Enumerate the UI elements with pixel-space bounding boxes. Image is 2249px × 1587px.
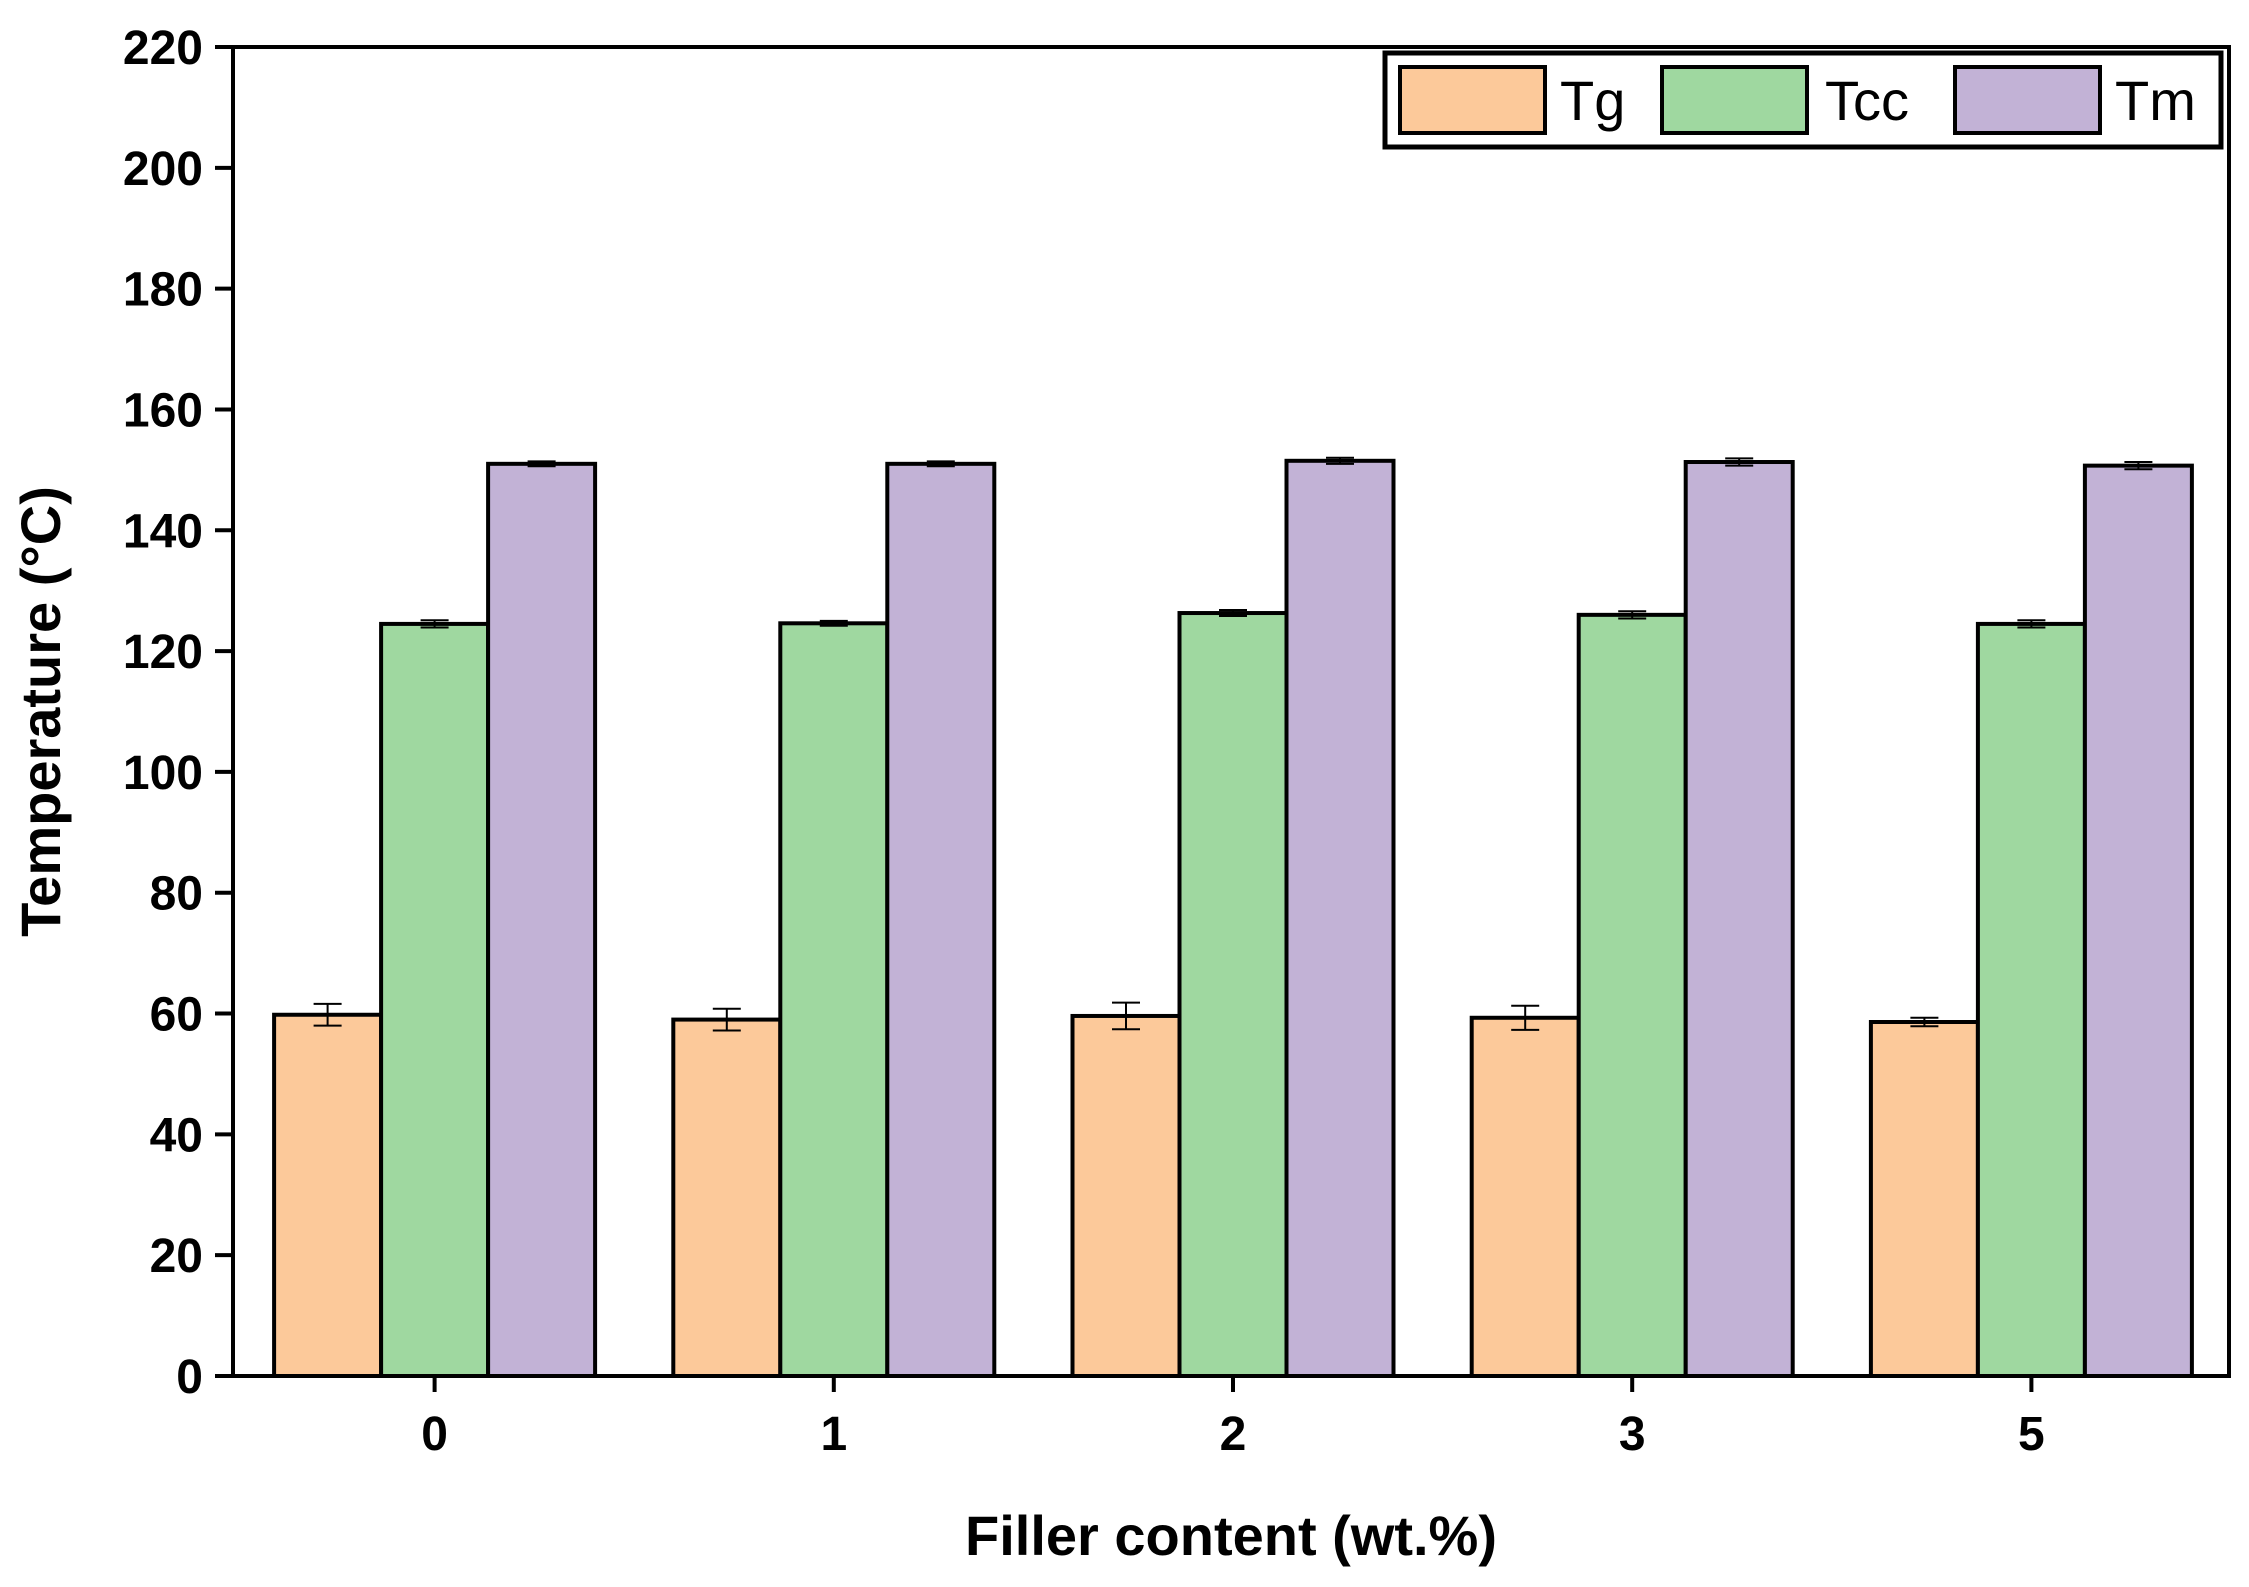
x-axis: 0 1 2 3 5 (421, 1376, 2045, 1461)
bar-tm-5 (2082, 463, 2194, 1378)
bar-tcc-0 (379, 621, 491, 1378)
y-tick-label: 80 (150, 868, 203, 921)
y-tick-label: 40 (150, 1109, 203, 1162)
x-tick-label: 1 (820, 1408, 847, 1461)
legend-swatch-tg (1398, 65, 1547, 135)
bar-tm-3 (1683, 460, 1795, 1379)
y-tick-label: 160 (123, 384, 203, 437)
y-tick-label: 100 (123, 747, 203, 800)
x-tick-label: 3 (1619, 1408, 1646, 1461)
legend-swatch-tcc (1660, 65, 1809, 135)
error-bars-layer (313, 456, 2153, 1032)
bar-tcc-5 (1975, 621, 2087, 1378)
legend-label-tcc: Tcc (1825, 69, 1909, 132)
legend: Tg Tcc Tm (1382, 50, 2224, 150)
bar-tg-5 (1868, 1020, 1980, 1379)
bar-tm-2 (1284, 458, 1396, 1379)
bar-tg-3 (1469, 1015, 1581, 1379)
x-tick-label: 5 (2018, 1408, 2045, 1461)
y-tick-label: 0 (176, 1351, 203, 1404)
bar-tcc-2 (1177, 611, 1289, 1378)
bar-tm-1 (885, 461, 997, 1378)
y-axis: 0 20 40 60 80 100 120 140 160 180 200 220 (123, 22, 233, 1404)
legend-label-tm: Tm (2115, 69, 2196, 132)
y-tick-label: 60 (150, 989, 203, 1042)
x-tick-label: 0 (421, 1408, 448, 1461)
bar-tm-0 (486, 461, 598, 1378)
y-tick-label: 220 (123, 22, 203, 75)
bar-tg-2 (1070, 1013, 1182, 1378)
y-tick-label: 180 (123, 264, 203, 317)
y-tick-label: 140 (123, 505, 203, 558)
x-axis-title: Filler content (wt.%) (965, 1504, 1497, 1567)
legend-swatch-tm (1953, 65, 2102, 135)
x-tick-label: 2 (1220, 1408, 1247, 1461)
bar-tg-0 (272, 1012, 384, 1379)
y-tick-label: 20 (150, 1230, 203, 1283)
bar-tcc-1 (778, 621, 890, 1378)
legend-label-tg: Tg (1560, 69, 1625, 132)
bar-tcc-3 (1576, 612, 1688, 1378)
y-axis-title: Temperature (°C) (9, 486, 72, 937)
bars-layer (272, 458, 2194, 1379)
bar-tg-1 (671, 1017, 783, 1378)
y-tick-label: 120 (123, 626, 203, 679)
y-tick-label: 200 (123, 143, 203, 196)
